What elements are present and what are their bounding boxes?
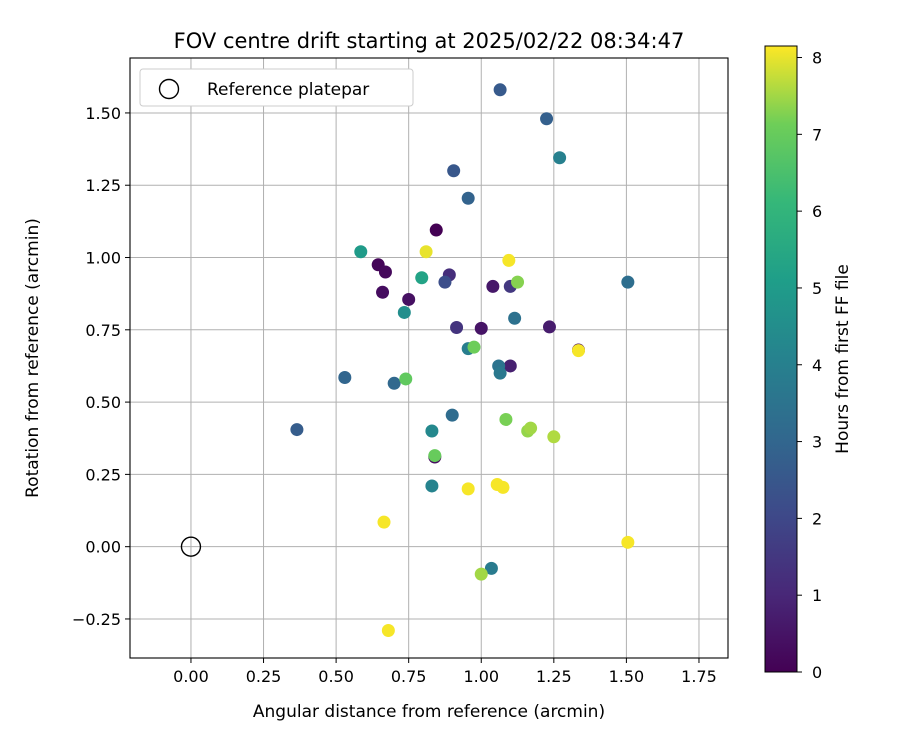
colorbar-tick-label: 6: [812, 202, 822, 221]
data-point: [290, 423, 304, 437]
data-point: [338, 371, 352, 385]
colorbar-tick-label: 3: [812, 433, 822, 452]
data-point: [378, 265, 392, 279]
y-tick-label: 1.00: [85, 249, 121, 268]
data-point: [354, 245, 368, 259]
data-point: [508, 311, 522, 325]
legend-box: [139, 68, 414, 107]
y-tick-label: 1.50: [85, 104, 121, 123]
data-point: [540, 112, 554, 126]
data-point: [503, 359, 517, 373]
chart-title: FOV centre drift starting at 2025/02/22 …: [174, 29, 685, 53]
data-point: [461, 191, 475, 205]
data-point: [428, 449, 442, 463]
y-axis-label: Rotation from reference (arcmin): [23, 218, 43, 498]
data-point: [493, 83, 507, 97]
data-point: [621, 535, 635, 549]
data-point: [493, 366, 507, 380]
y-tick-label: 0.75: [85, 321, 121, 340]
data-point: [445, 408, 459, 422]
data-point: [496, 480, 510, 494]
data-point: [419, 245, 433, 259]
colorbar: 0 1 2 3 4 5 6 7 8 Hours from first FF file: [764, 45, 853, 682]
data-point: [402, 292, 416, 306]
data-point: [474, 321, 488, 335]
x-tick-label: 0.25: [246, 667, 282, 686]
data-point: [511, 275, 525, 289]
data-point: [572, 344, 585, 358]
y-tick-label: 0.00: [85, 538, 121, 557]
y-tick-label: 0.25: [85, 465, 121, 484]
x-tick-label: 0.00: [173, 667, 209, 686]
legend: Reference platepar: [139, 68, 414, 107]
x-tick-label: 1.00: [463, 667, 499, 686]
data-point: [553, 151, 567, 165]
colorbar-gradient: [764, 45, 798, 673]
data-point: [438, 275, 452, 289]
data-point: [377, 515, 391, 529]
colorbar-tick-label: 2: [812, 509, 822, 528]
reference-platepar-marker: [180, 536, 202, 557]
data-point: [387, 376, 401, 390]
x-tick-label: 0.50: [318, 667, 354, 686]
data-point: [425, 479, 439, 493]
x-tick-label: 1.50: [609, 667, 645, 686]
colorbar-tick-label: 4: [812, 356, 822, 375]
colorbar-tick-label: 8: [812, 49, 822, 68]
legend-label: Reference platepar: [207, 80, 369, 100]
data-point: [447, 164, 461, 178]
data-point: [461, 482, 475, 496]
x-tick-label: 1.25: [536, 667, 572, 686]
data-point: [381, 624, 395, 638]
data-point: [429, 223, 443, 237]
data-point: [486, 279, 500, 293]
data-point: [425, 424, 439, 438]
data-point: [450, 320, 464, 334]
grid: [130, 58, 728, 658]
data-point: [399, 372, 413, 386]
data-point: [542, 320, 556, 334]
x-tick-label: 1.75: [681, 667, 717, 686]
y-tick-label: 0.50: [85, 393, 121, 412]
plot-area-frame: [129, 57, 729, 659]
y-axis-ticks: −0.25 0.00 0.25 0.50 0.75 1.00 1.25 1.50: [72, 104, 130, 629]
y-tick-label: −0.25: [72, 610, 121, 629]
data-point: [474, 567, 488, 581]
colorbar-tick-label: 1: [812, 586, 822, 605]
data-point: [467, 340, 481, 354]
data-point: [502, 253, 516, 267]
y-tick-label: 1.25: [85, 176, 121, 195]
x-axis-ticks: 0.00 0.25 0.50 0.75 1.00 1.25 1.50 1.75: [173, 658, 717, 686]
colorbar-ticks: 0 1 2 3 4 5 6 7 8: [797, 49, 822, 682]
x-tick-label: 0.75: [391, 667, 427, 686]
legend-marker-icon: [158, 78, 180, 100]
data-point: [524, 421, 538, 435]
colorbar-tick-label: 5: [812, 279, 822, 298]
data-point: [621, 275, 635, 289]
colorbar-tick-label: 7: [812, 125, 822, 144]
data-point: [484, 561, 498, 575]
data-point: [376, 285, 390, 299]
data-point: [499, 412, 513, 426]
x-axis-label: Angular distance from reference (arcmin): [253, 702, 605, 722]
data-points: [290, 83, 635, 638]
data-point: [415, 271, 429, 285]
data-point: [397, 305, 411, 319]
colorbar-label: Hours from first FF file: [833, 264, 853, 454]
colorbar-tick-label: 0: [812, 663, 822, 682]
data-point: [547, 430, 561, 444]
